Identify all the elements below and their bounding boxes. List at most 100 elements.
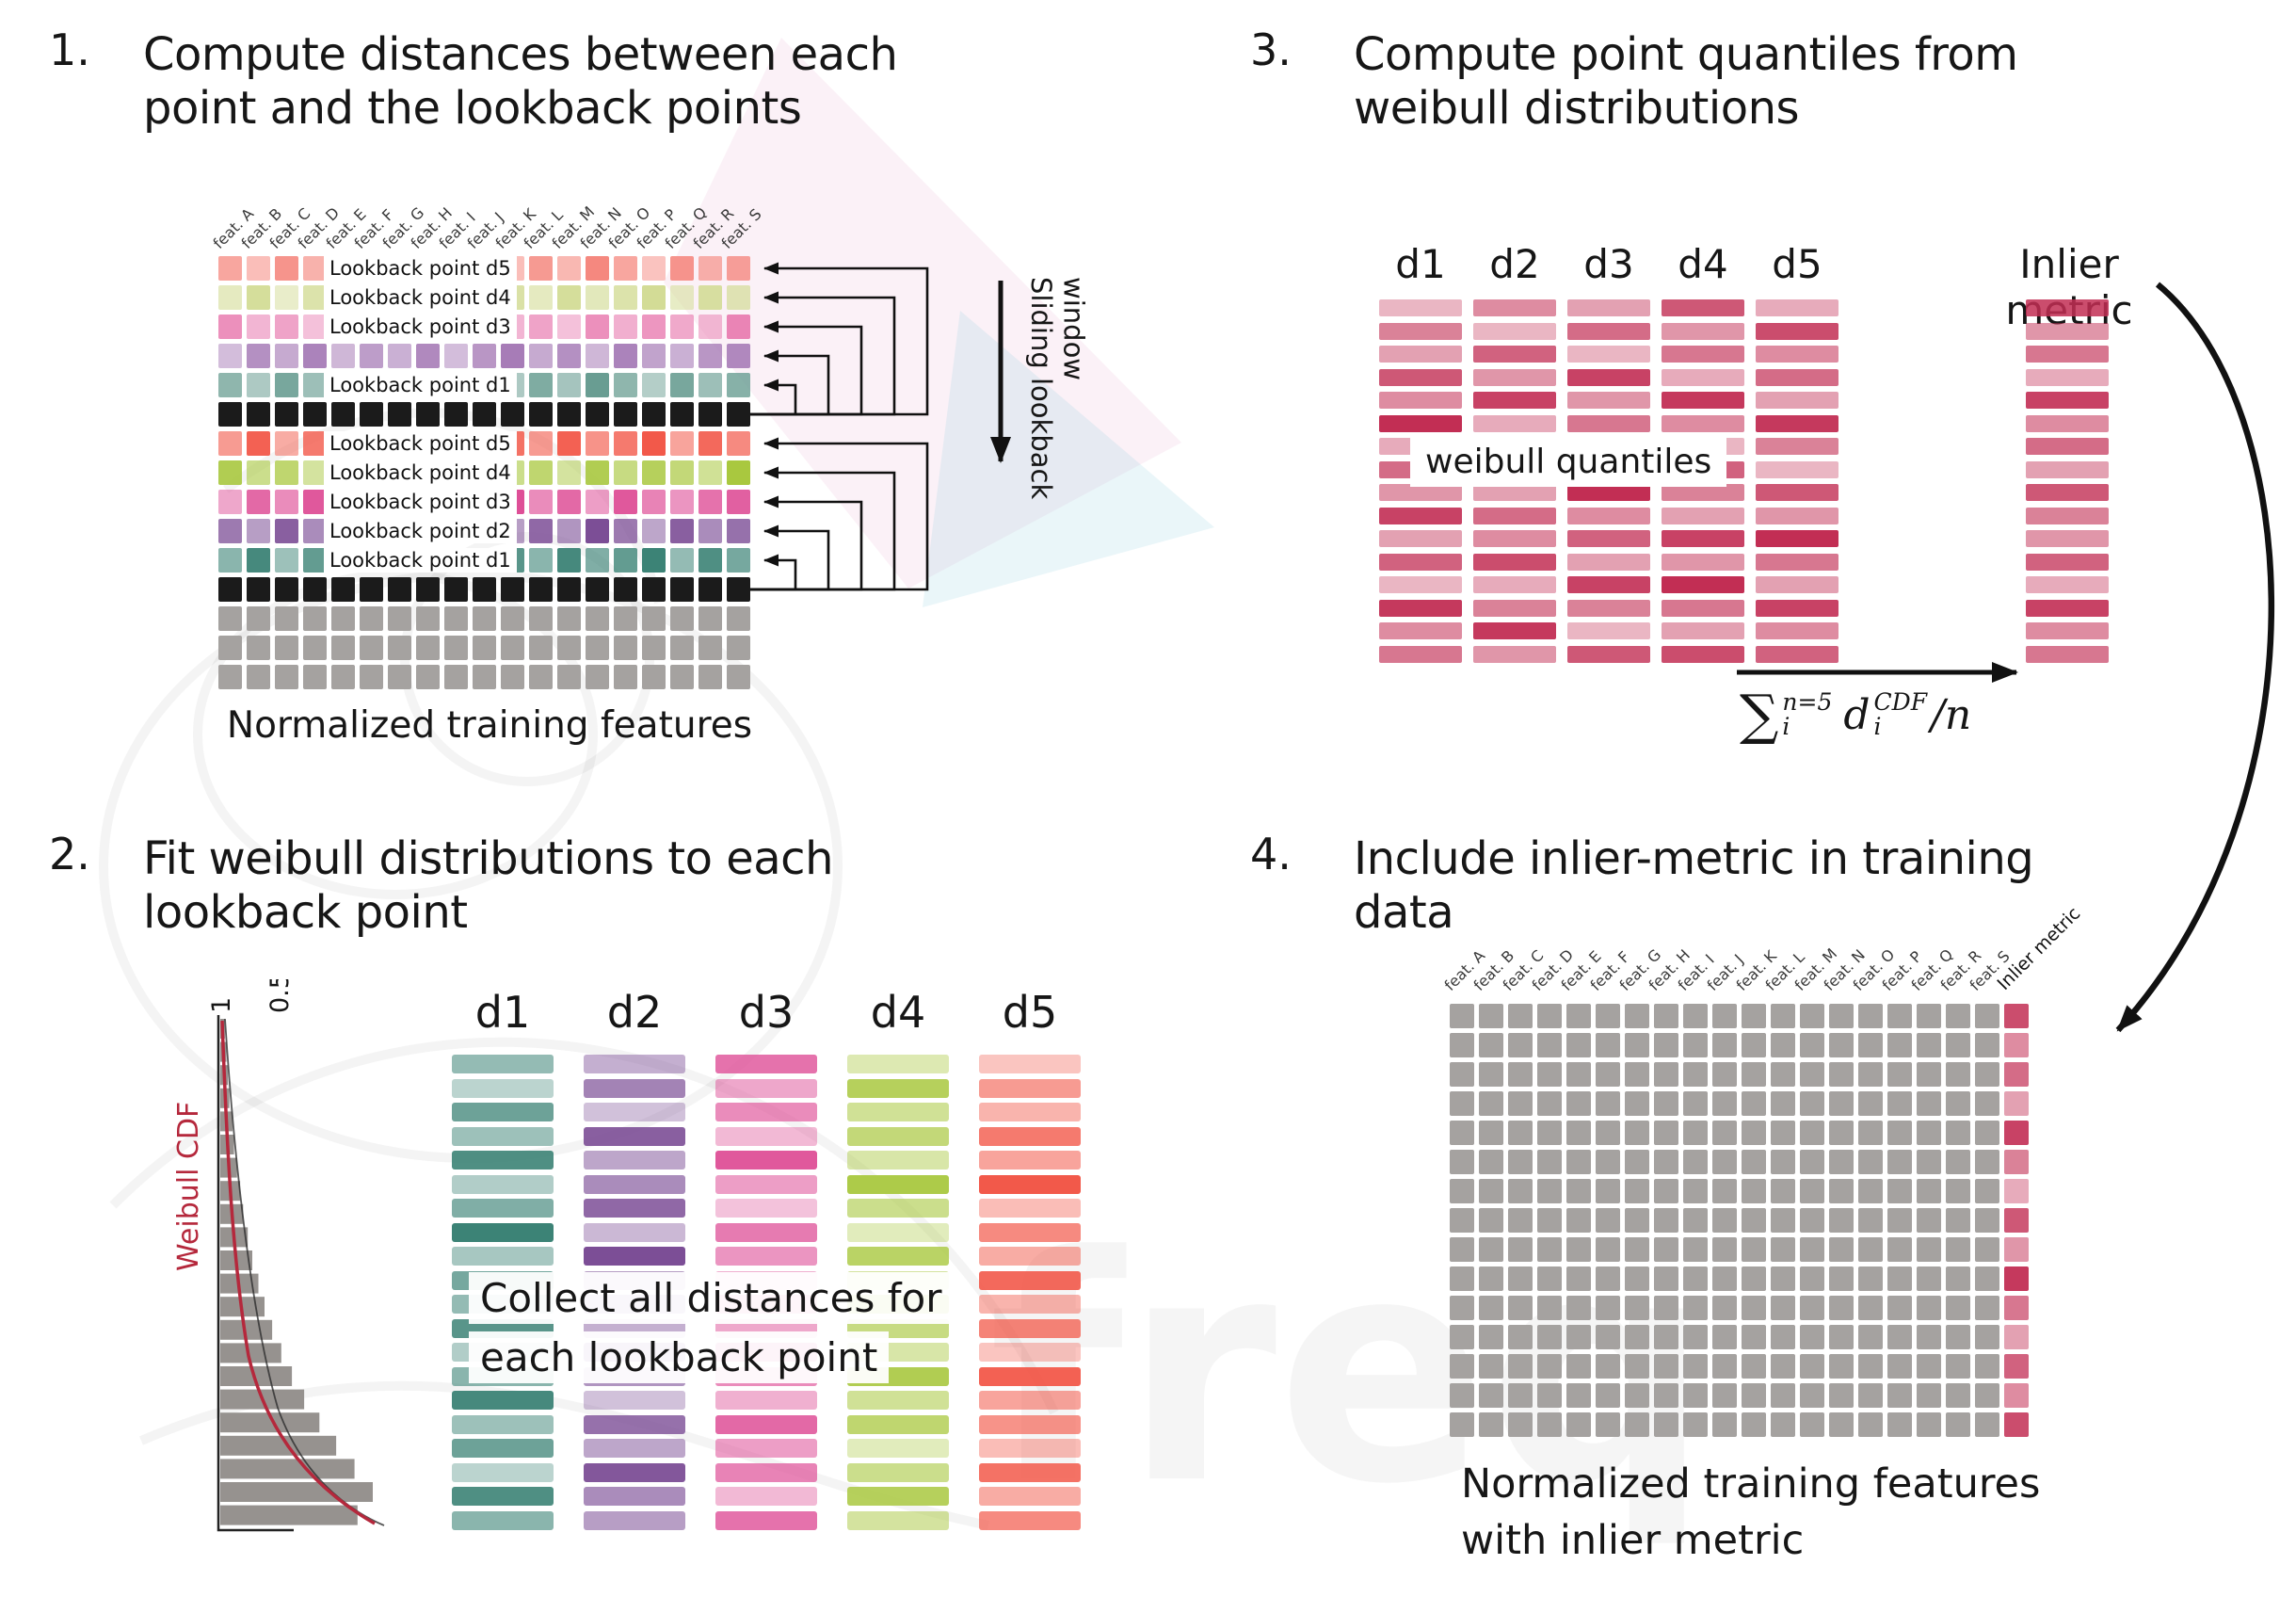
matrix-cell: [1887, 1091, 1912, 1116]
matrix-cell: [501, 606, 524, 631]
matrix-cell: [218, 344, 242, 368]
quantile-bar: [1379, 530, 1462, 547]
matrix-cell: [303, 490, 327, 514]
matrix-cell: [360, 402, 383, 427]
quantile-bar: [1567, 622, 1650, 639]
matrix-cell: [1829, 1208, 1854, 1233]
matrix-cell: [247, 490, 270, 514]
matrix-cell: [444, 344, 468, 368]
quantile-bar: [1567, 553, 1650, 571]
quantile-bar: [1662, 622, 1744, 639]
matrix-cell: [1625, 1296, 1649, 1320]
matrix-cell: [529, 402, 553, 427]
matrix-cell: [1596, 1062, 1620, 1087]
matrix-cell: [1742, 1150, 1766, 1174]
matrix-cell: [218, 490, 242, 514]
matrix-cell: [1771, 1150, 1795, 1174]
matrix-cell: [1742, 1412, 1766, 1437]
distance-bar: [584, 1439, 685, 1458]
matrix-cell: [1771, 1121, 1795, 1145]
matrix-cell: [1537, 1121, 1562, 1145]
matrix-cell: [1742, 1179, 1766, 1203]
quantile-bar: [1567, 507, 1650, 524]
training-grid-with-inlier: [1450, 1004, 2029, 1442]
matrix-cell: [670, 577, 694, 602]
distance-bar: [452, 1391, 554, 1410]
matrix-cell: [2004, 1296, 2029, 1320]
quantile-bar: [1473, 392, 1556, 409]
matrix-cell: [1829, 1121, 1854, 1145]
matrix-cell: [1829, 1325, 1854, 1349]
matrix-row: [1450, 1412, 2029, 1437]
matrix-cell: [1450, 1266, 1474, 1291]
axis-tick-1: 1: [207, 997, 236, 1013]
matrix-cell: [1946, 1091, 1970, 1116]
matrix-cell: [2004, 1004, 2029, 1028]
distance-bar: [584, 1126, 685, 1146]
matrix-cell: [303, 519, 327, 543]
matrix-cell: [1654, 1179, 1678, 1203]
matrix-cell: [1887, 1412, 1912, 1437]
matrix-cell: [1771, 1179, 1795, 1203]
matrix-cell: [1479, 1004, 1503, 1028]
matrix-cell: [670, 490, 694, 514]
matrix-cell: [1596, 1354, 1620, 1379]
distance-bar: [452, 1055, 554, 1073]
formula-tail: /n: [1931, 690, 1972, 739]
matrix-cell: [1479, 1266, 1503, 1291]
matrix-cell: [1683, 1237, 1708, 1262]
matrix-cell: [557, 636, 581, 660]
matrix-cell: [1742, 1266, 1766, 1291]
distance-bar: [584, 1222, 685, 1242]
matrix-cell: [388, 577, 411, 602]
matrix-row: [218, 606, 750, 631]
matrix-row: [1450, 1325, 2029, 1349]
weibull-cdf-chart: 1 0.5 Weibull CDF: [172, 979, 385, 1532]
distance-bar: [847, 1151, 949, 1170]
matrix-cell: [247, 665, 270, 689]
matrix-cell: [1946, 1208, 1970, 1233]
matrix-cell: [727, 344, 750, 368]
histogram-bar: [220, 1135, 234, 1154]
matrix-cell: [218, 636, 242, 660]
matrix-cell: [1975, 1121, 1999, 1145]
matrix-cell: [1771, 1091, 1795, 1116]
quantile-bar: [1379, 414, 1462, 432]
matrix-cell: [670, 636, 694, 660]
axis-tick-05: 0.5: [265, 979, 295, 1013]
quantile-bar: [1567, 599, 1650, 617]
matrix-cell: [1537, 1325, 1562, 1349]
matrix-cell: [1975, 1266, 1999, 1291]
inlier-metric-bar: [2026, 599, 2109, 617]
matrix-cell: [1771, 1237, 1795, 1262]
matrix-cell: [1917, 1179, 1941, 1203]
p3-distance-label-d3: d3: [1583, 241, 1634, 287]
distance-bar: [847, 1174, 949, 1194]
matrix-cell: [1537, 1354, 1562, 1379]
distance-bar: [715, 1414, 817, 1434]
collect-distances-text: Collect all distances for each lookback …: [469, 1272, 954, 1383]
histogram-bar: [220, 1181, 241, 1202]
matrix-row: [1450, 1033, 2029, 1057]
matrix-cell: [1742, 1062, 1766, 1087]
matrix-cell: [1450, 1296, 1474, 1320]
distance-bar: [847, 1078, 949, 1098]
matrix-cell: [1625, 1121, 1649, 1145]
matrix-cell: [1917, 1062, 1941, 1087]
matrix-cell: [1742, 1354, 1766, 1379]
quantile-bar: [1756, 414, 1838, 432]
matrix-cell: [529, 490, 553, 514]
matrix-cell: [727, 606, 750, 631]
quantile-bar: [1756, 622, 1838, 639]
distance-bar: [847, 1199, 949, 1218]
matrix-cell: [247, 285, 270, 310]
quantile-bar: [1756, 507, 1838, 524]
matrix-cell: [1596, 1150, 1620, 1174]
matrix-cell: [303, 665, 327, 689]
matrix-cell: [529, 315, 553, 339]
histogram-bar: [220, 1366, 293, 1386]
matrix-cell: [1829, 1412, 1854, 1437]
matrix-cell: [1566, 1412, 1591, 1437]
step-2-title: Fit weibull distributions to each lookba…: [143, 832, 833, 939]
matrix-cell: [1566, 1091, 1591, 1116]
